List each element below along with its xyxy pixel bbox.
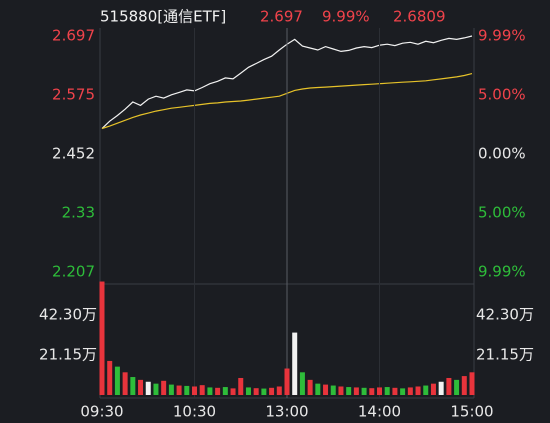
volume-bar	[307, 379, 313, 395]
volume-bar	[346, 387, 352, 395]
volume-bar	[245, 387, 251, 395]
volume-bar	[138, 379, 144, 395]
volume-bar	[361, 387, 367, 395]
volume-bar	[407, 387, 413, 395]
volume-bar	[338, 386, 344, 395]
y2-tick-label: 9.99%	[478, 27, 526, 45]
volume-bar	[461, 376, 467, 395]
y2-tick-label: 5.00%	[478, 85, 526, 103]
volume-bar	[222, 387, 228, 395]
volume-bar	[230, 388, 236, 395]
volume-bar	[392, 387, 398, 395]
volume-bar	[292, 332, 298, 395]
volume-bar	[192, 386, 197, 395]
volume-bar	[114, 366, 120, 395]
volume-bar	[184, 385, 190, 395]
x-tick-label: 10:30	[173, 403, 216, 421]
volume-bar	[107, 360, 113, 395]
volume-bar	[446, 377, 452, 395]
volume-bar	[215, 387, 221, 395]
y-tick-label: 42.30万	[39, 306, 97, 324]
volume-bar	[377, 387, 382, 395]
volume-bar	[153, 383, 159, 395]
volume-bar	[161, 380, 167, 395]
volume-bar	[384, 387, 390, 395]
volume-bar	[454, 379, 460, 395]
header-value: 2.6809	[393, 8, 446, 26]
header-value: 9.99%	[322, 8, 370, 26]
x-tick-label: 15:00	[450, 403, 493, 421]
volume-bar	[99, 281, 105, 395]
x-tick-label: 14:00	[358, 403, 401, 421]
volume-bar	[469, 372, 475, 395]
volume-bar	[323, 384, 329, 395]
volume-bar	[238, 377, 244, 395]
volume-bar	[330, 385, 336, 395]
volume-bar	[168, 384, 174, 395]
volume-bar	[423, 385, 429, 395]
volume-bar	[438, 381, 444, 395]
header-value: 2.697	[260, 8, 303, 26]
volume-bar	[199, 385, 205, 395]
y2-tick-label: 9.99%	[478, 263, 526, 281]
volume-bar	[130, 377, 136, 395]
y-tick-label: 21.15万	[39, 346, 97, 364]
volume-bar	[122, 372, 128, 395]
volume-bar	[415, 386, 421, 395]
volume-bar	[145, 381, 151, 395]
volume-bar	[269, 387, 275, 395]
volume-bar	[299, 372, 305, 395]
y-tick-label: 2.207	[52, 263, 95, 281]
volume-bar	[261, 388, 267, 395]
volume-bar	[369, 388, 375, 395]
volume-bar	[176, 385, 182, 395]
volume-bar	[353, 387, 359, 395]
volume-bar	[315, 383, 321, 395]
y2-tick-label: 21.15万	[476, 346, 534, 364]
y-tick-label: 2.452	[52, 145, 95, 163]
volume-bar	[400, 388, 406, 395]
y2-tick-label: 0.00%	[478, 145, 526, 163]
y-tick-label: 2.33	[62, 203, 95, 221]
y2-tick-label: 42.30万	[476, 306, 534, 324]
volume-bar	[207, 387, 213, 395]
volume-bar	[430, 383, 436, 395]
x-tick-label: 13:00	[265, 403, 308, 421]
y2-tick-label: 5.00%	[478, 204, 526, 222]
y-tick-label: 2.575	[52, 85, 95, 103]
y-tick-label: 2.697	[52, 27, 95, 45]
chart-title: 515880[通信ETF]	[100, 8, 226, 26]
volume-bar	[284, 368, 290, 395]
x-tick-label: 09:30	[80, 403, 123, 421]
volume-bar	[253, 388, 259, 395]
volume-bar	[276, 386, 282, 395]
